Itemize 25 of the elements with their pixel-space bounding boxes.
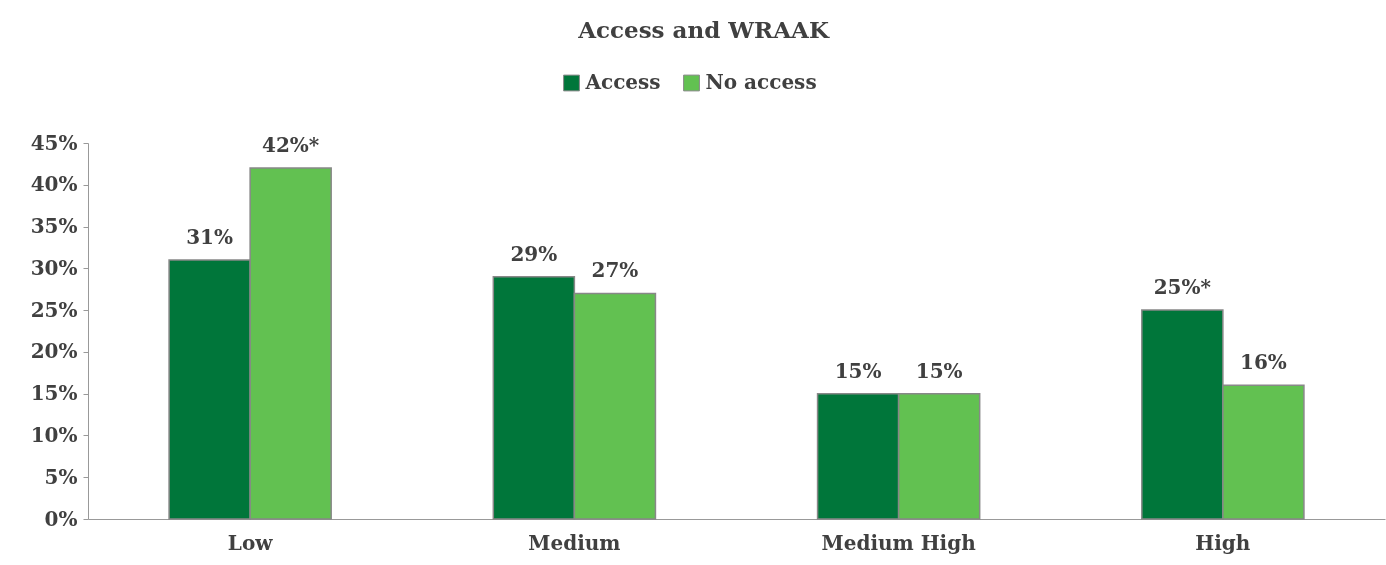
y-tick-label: 45% xyxy=(30,130,78,155)
y-tick-label: 40% xyxy=(30,172,78,197)
x-tick-label: High xyxy=(1195,530,1251,555)
data-label: 42%* xyxy=(262,133,320,158)
legend-label: Access xyxy=(584,70,661,94)
x-tick-label: Medium High xyxy=(821,530,977,555)
data-label: 15% xyxy=(834,358,882,383)
x-tick-label: Medium xyxy=(528,530,621,555)
legend-label: No access xyxy=(705,70,817,94)
y-tick-label: 5% xyxy=(44,464,78,489)
y-tick-label: 35% xyxy=(30,214,78,239)
y-tick-label: 20% xyxy=(30,339,78,364)
y-tick-label: 0% xyxy=(44,506,78,531)
data-label: 15% xyxy=(915,358,963,383)
chart-title: Access and WRAAK xyxy=(577,16,830,43)
data-label: 27% xyxy=(591,258,639,283)
y-tick-label: 10% xyxy=(30,422,78,447)
data-label: 25%* xyxy=(1153,275,1212,300)
data-label: 31% xyxy=(186,224,234,249)
data-label: 16% xyxy=(1239,350,1287,375)
y-tick-label: 15% xyxy=(30,381,78,406)
y-tick-label: 25% xyxy=(30,297,78,322)
data-label: 29% xyxy=(510,241,558,266)
y-tick-label: 30% xyxy=(30,255,78,280)
x-tick-label: Low xyxy=(227,530,274,555)
